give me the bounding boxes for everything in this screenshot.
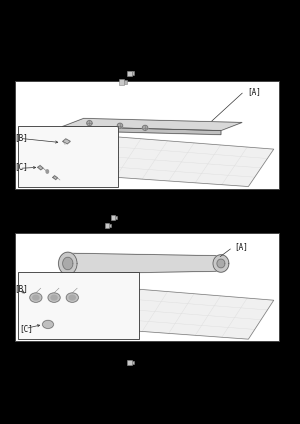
Ellipse shape [87, 120, 92, 126]
Ellipse shape [30, 293, 42, 302]
Bar [111, 215, 115, 220]
Polygon shape [62, 285, 274, 339]
Bar [115, 216, 117, 219]
Bar [15, 233, 279, 341]
Text: [B]: [B] [15, 284, 28, 293]
Polygon shape [63, 139, 70, 144]
Text: [A]: [A] [234, 243, 248, 251]
Bar [127, 360, 132, 365]
Bar [132, 361, 134, 364]
Ellipse shape [51, 295, 57, 300]
Bar [119, 79, 124, 84]
Ellipse shape [117, 123, 123, 128]
Bar [18, 272, 139, 339]
Ellipse shape [48, 293, 60, 302]
Bar [18, 126, 118, 187]
Text: [A]: [A] [247, 88, 261, 97]
Polygon shape [38, 165, 43, 170]
Circle shape [46, 170, 49, 173]
Polygon shape [62, 118, 242, 131]
Text: [C]: [C] [15, 162, 28, 172]
Polygon shape [213, 255, 229, 272]
Text: [C]: [C] [19, 324, 33, 333]
Bar [124, 80, 127, 84]
Bar [109, 224, 111, 227]
Bar [132, 72, 134, 75]
Polygon shape [217, 259, 225, 268]
Polygon shape [63, 257, 73, 270]
Ellipse shape [43, 321, 53, 329]
Polygon shape [58, 252, 77, 275]
Ellipse shape [33, 295, 39, 300]
Polygon shape [53, 176, 58, 179]
Bar [15, 81, 279, 189]
Bar [105, 223, 109, 228]
Ellipse shape [142, 126, 148, 131]
Text: [B]: [B] [15, 134, 28, 142]
Polygon shape [62, 135, 274, 187]
Polygon shape [68, 253, 221, 274]
Ellipse shape [69, 295, 75, 300]
Bar [127, 71, 132, 76]
Polygon shape [62, 126, 221, 134]
Ellipse shape [66, 293, 78, 302]
